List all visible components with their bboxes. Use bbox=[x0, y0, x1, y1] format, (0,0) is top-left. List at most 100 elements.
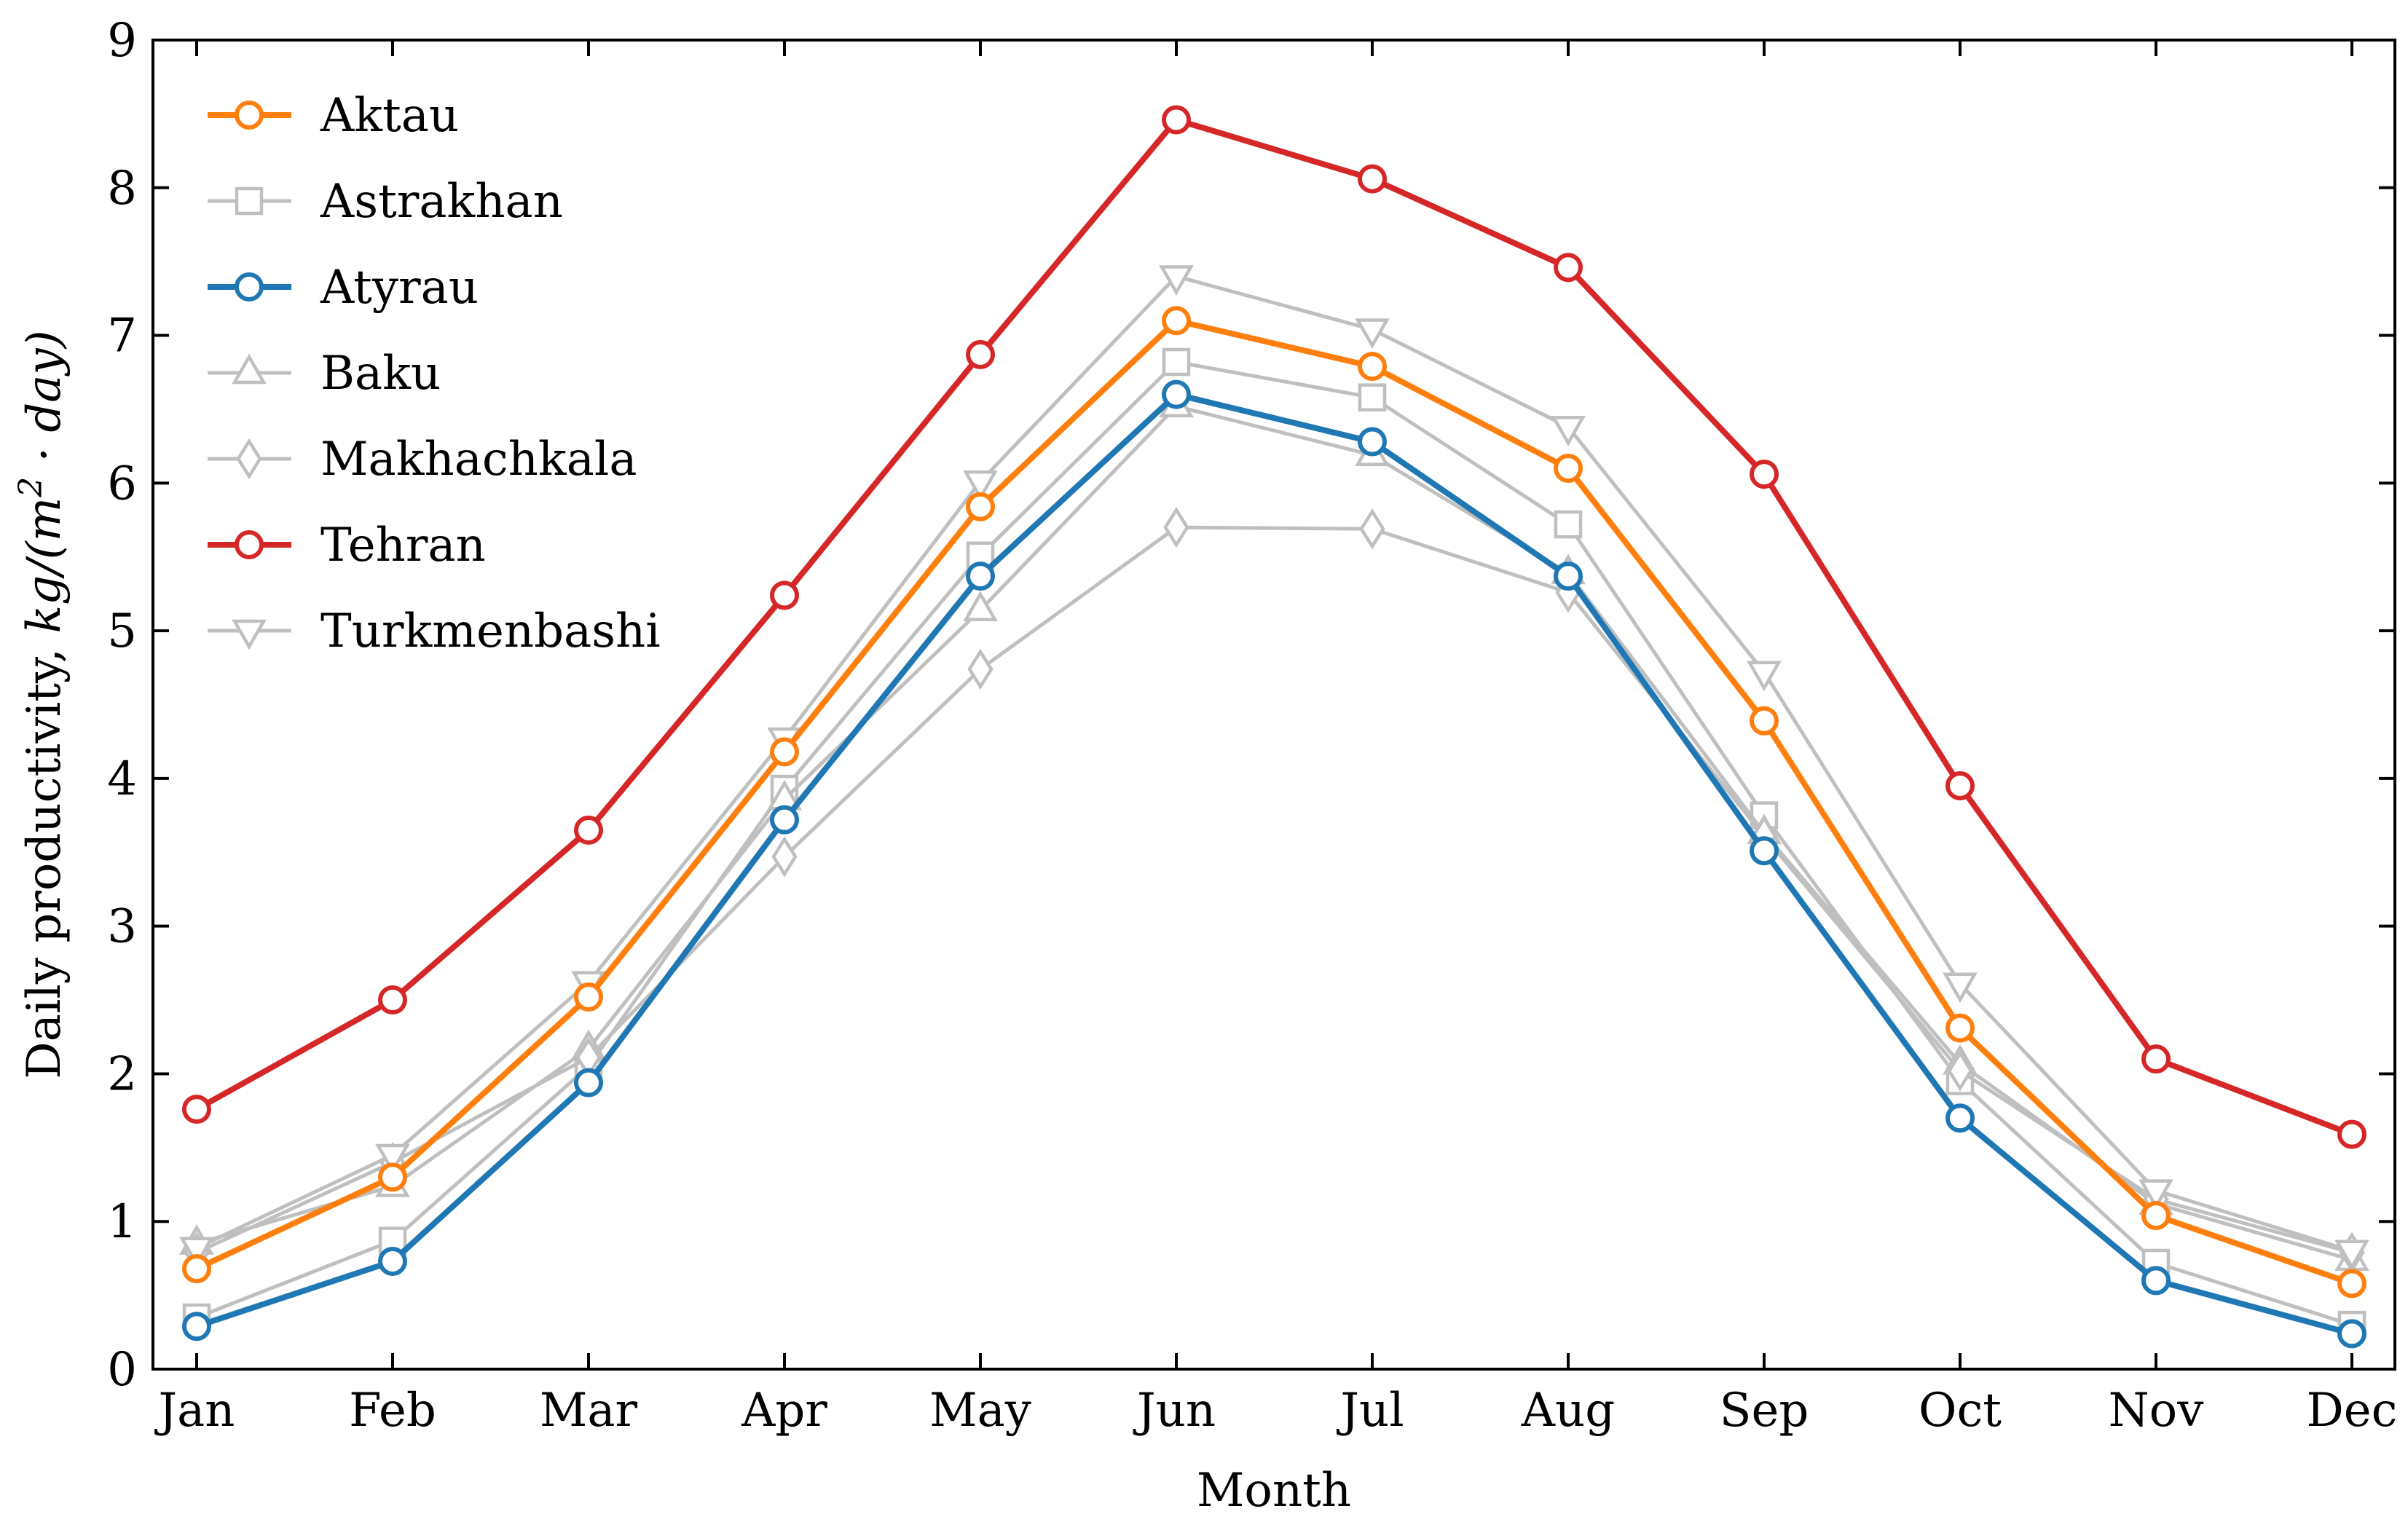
data-point-makhachkala bbox=[1359, 508, 1385, 550]
data-point-aktau bbox=[1945, 1013, 1975, 1043]
y-tick-label: 8 bbox=[107, 162, 137, 216]
y-axis-title: Daily productivity, kg/(m2 · day) bbox=[12, 330, 72, 1079]
data-point-turkmenbashi bbox=[1943, 972, 1978, 1004]
y-axis-title-unit-end: · day) bbox=[17, 330, 71, 476]
data-point-atyrau bbox=[1945, 1103, 1975, 1133]
series-atyrau bbox=[182, 379, 2366, 1349]
data-point-aktau bbox=[1358, 352, 1387, 382]
y-tick-label: 5 bbox=[107, 604, 137, 658]
y-tick-label: 3 bbox=[107, 900, 137, 954]
x-tick-label: Jun bbox=[1133, 1384, 1216, 1438]
data-point-baku bbox=[963, 591, 998, 621]
data-point-atyrau bbox=[2337, 1319, 2366, 1349]
data-point-tehran bbox=[378, 985, 407, 1015]
x-tick-label: Mar bbox=[540, 1384, 638, 1438]
x-tick-label: Oct bbox=[1919, 1384, 2002, 1438]
y-tick-label: 4 bbox=[107, 752, 137, 806]
x-tick-label: May bbox=[929, 1384, 1031, 1438]
data-point-atyrau bbox=[1358, 427, 1387, 457]
data-point-atyrau bbox=[770, 805, 799, 835]
legend-marker bbox=[236, 438, 262, 480]
data-point-tehran bbox=[1554, 253, 1583, 283]
legend-label: Turkmenbashi bbox=[320, 604, 661, 658]
series-line-turkmenbashi bbox=[195, 274, 2353, 1253]
data-point-turkmenbashi bbox=[1159, 265, 1194, 296]
data-point-atyrau bbox=[1750, 836, 1779, 866]
legend-label: Tehran bbox=[320, 519, 486, 572]
data-point-makhachkala bbox=[1163, 506, 1189, 548]
data-point-astrakhan bbox=[1554, 510, 1583, 539]
legend-marker bbox=[235, 272, 264, 302]
series-line-tehran bbox=[195, 117, 2353, 1138]
data-point-tehran bbox=[1162, 105, 1191, 135]
data-point-turkmenbashi bbox=[179, 1237, 214, 1268]
data-point-aktau bbox=[182, 1254, 211, 1284]
data-point-turkmenbashi bbox=[963, 470, 998, 501]
legend-item-makhachkala: Makhachkala bbox=[208, 433, 637, 486]
data-point-aktau bbox=[378, 1162, 407, 1192]
legend-item-baku: Baku bbox=[208, 347, 441, 401]
data-point-aktau bbox=[1162, 306, 1191, 336]
legend-marker bbox=[235, 101, 264, 130]
series-aktau bbox=[182, 306, 2366, 1298]
legend-item-aktau: Aktau bbox=[208, 89, 459, 143]
data-point-aktau bbox=[2337, 1269, 2366, 1298]
data-point-makhachkala bbox=[771, 836, 798, 878]
y-tick-label: 0 bbox=[107, 1343, 137, 1397]
y-axis: 0 1 2 3 4 5 6 7 8 9 bbox=[107, 14, 2395, 1397]
plot-frame bbox=[152, 39, 2396, 1371]
y-tick-label: 7 bbox=[107, 310, 137, 363]
data-point-tehran bbox=[1750, 460, 1779, 489]
data-point-turkmenbashi bbox=[2139, 1179, 2173, 1210]
data-point-aktau bbox=[770, 737, 799, 767]
legend-label: Makhachkala bbox=[320, 433, 637, 486]
legend-label: Astrakhan bbox=[320, 175, 563, 229]
data-point-makhachkala bbox=[1947, 1050, 1973, 1092]
series-line-makhachkala bbox=[195, 525, 2353, 1255]
legend-label: Atyrau bbox=[320, 261, 479, 315]
legend-marker bbox=[232, 353, 267, 385]
data-point-atyrau bbox=[1162, 379, 1191, 409]
data-point-tehran bbox=[770, 580, 799, 610]
data-point-turkmenbashi bbox=[1551, 416, 1586, 446]
series-layer bbox=[179, 105, 2369, 1349]
data-point-atyrau bbox=[2141, 1266, 2171, 1296]
data-point-tehran bbox=[966, 339, 995, 369]
y-tick-label: 9 bbox=[107, 14, 137, 68]
x-tick-label: Jul bbox=[1336, 1384, 1404, 1438]
x-axis-title: Month bbox=[1197, 1464, 1351, 1518]
data-point-turkmenbashi bbox=[1747, 661, 1782, 692]
series-line-atyrau bbox=[195, 391, 2353, 1337]
legend-item-turkmenbashi: Turkmenbashi bbox=[208, 604, 661, 658]
data-point-tehran bbox=[1358, 164, 1387, 194]
data-point-aktau bbox=[2141, 1201, 2171, 1231]
x-tick-label: Apr bbox=[741, 1384, 827, 1438]
series-line-aktau bbox=[195, 318, 2353, 1287]
y-tick-label: 1 bbox=[107, 1195, 137, 1249]
legend-marker bbox=[235, 186, 264, 216]
x-tick-label: Aug bbox=[1521, 1384, 1615, 1438]
series-astrakhan bbox=[182, 347, 2366, 1339]
legend-item-tehran: Tehran bbox=[208, 519, 486, 572]
data-point-tehran bbox=[2141, 1044, 2171, 1074]
data-point-makhachkala bbox=[967, 648, 994, 690]
data-point-tehran bbox=[182, 1095, 211, 1124]
data-point-turkmenbashi bbox=[2334, 1240, 2369, 1271]
y-axis-title-exponent: 2 bbox=[12, 477, 50, 498]
data-point-atyrau bbox=[182, 1312, 211, 1341]
legend: Aktau Astrakhan Atyrau Baku Makhachkala Tehra… bbox=[208, 89, 661, 658]
y-axis-title-unit: kg/(m bbox=[17, 497, 71, 634]
data-point-aktau bbox=[1554, 454, 1583, 484]
y-tick-label: 2 bbox=[107, 1047, 137, 1101]
data-point-aktau bbox=[1750, 706, 1779, 736]
x-tick-label: Jan bbox=[154, 1384, 235, 1438]
x-tick-label: Sep bbox=[1720, 1384, 1809, 1438]
series-line-baku bbox=[196, 404, 2353, 1262]
x-tick-label: Feb bbox=[349, 1384, 436, 1438]
y-axis-title-plain: Daily productivity, bbox=[17, 634, 71, 1079]
legend-label: Baku bbox=[320, 347, 441, 401]
data-point-aktau bbox=[966, 492, 995, 521]
data-point-tehran bbox=[1945, 771, 1975, 801]
data-point-aktau bbox=[574, 982, 603, 1012]
